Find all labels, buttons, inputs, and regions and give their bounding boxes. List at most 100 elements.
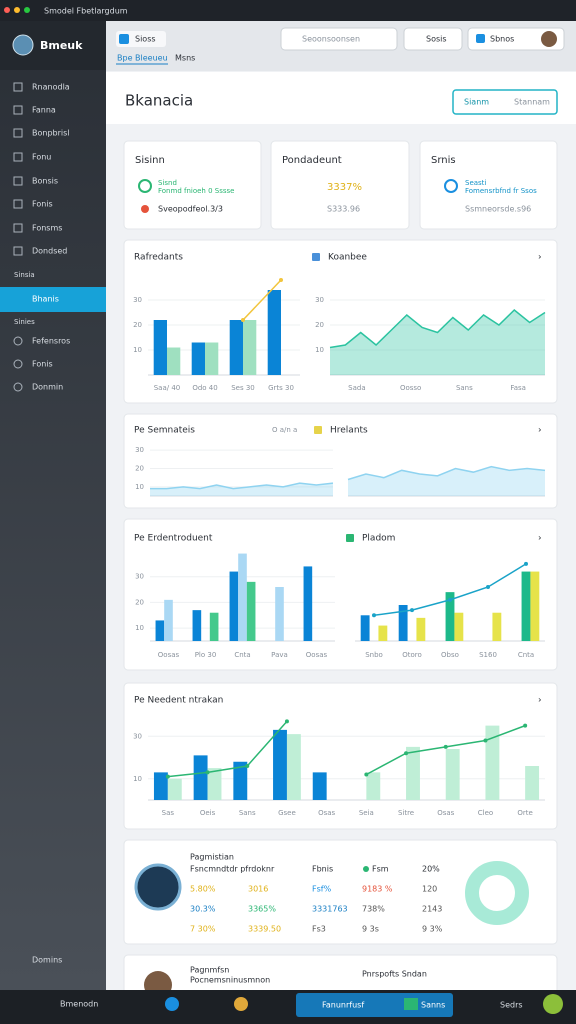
bar [303, 566, 313, 641]
sidebar: Bmeuk Bhanis Sinsia Sinies Domins Rnanod… [0, 21, 106, 990]
button[interactable] [403, 27, 463, 51]
nav-tab[interactable]: Bpe Bleeueu [117, 54, 168, 63]
summary-subtitle: Fsncmndtdr pfrdoknr [190, 865, 275, 874]
point [284, 719, 289, 724]
active-item-bg[interactable] [0, 287, 106, 312]
bar [366, 772, 381, 800]
bar [492, 612, 502, 641]
panel-menu[interactable]: › [538, 534, 542, 544]
nav-item[interactable]: Fefensros [32, 337, 70, 346]
chart-title: Rafredants [134, 253, 183, 263]
bar [193, 755, 208, 800]
sidebar-bg [0, 21, 106, 990]
summary-cell: 3339.50 [248, 925, 281, 934]
header-button[interactable] [452, 89, 558, 115]
nav-item[interactable]: Fanna [32, 106, 56, 115]
y-tick-label: 10 [135, 483, 144, 491]
chart-title: Pe Erdentroduent [134, 534, 213, 544]
x-tick-label: Osas [437, 809, 454, 817]
x-tick-label: Oeis [200, 809, 216, 817]
panel-title: Pagnmfsn [190, 966, 229, 975]
window-title: Smodel Fbetlargdum [44, 7, 128, 16]
bar [406, 746, 420, 800]
bar [445, 749, 460, 800]
y-tick-label: 10 [135, 624, 144, 632]
active-item[interactable]: Bhanis [32, 295, 59, 304]
sidebar-footer[interactable]: Domins [32, 956, 62, 965]
bar [246, 581, 256, 641]
taskbar-icon[interactable] [165, 997, 179, 1011]
nav-item[interactable]: Rnanodla [32, 83, 70, 92]
user-avatar[interactable] [541, 31, 557, 47]
summary-cell: 9 3% [422, 925, 443, 934]
button[interactable] [467, 27, 565, 51]
x-tick-label: Gsee [278, 809, 296, 817]
bar [209, 612, 219, 641]
taskbar-app-label[interactable]: Fanunrfusf [322, 1001, 364, 1010]
tab-icon [119, 34, 129, 44]
nav-item[interactable]: Bonsis [32, 177, 58, 186]
bar [192, 610, 202, 641]
x-tick-label: Oosso [400, 384, 421, 392]
point [443, 744, 448, 749]
bar [191, 342, 205, 375]
nav-item[interactable]: Dondsed [32, 247, 67, 256]
chart-title: Hrelants [330, 426, 368, 436]
bar [521, 571, 531, 641]
close-dot[interactable] [4, 7, 10, 13]
taskbar-start[interactable]: Bmenodn [60, 1000, 98, 1009]
button-label[interactable]: Sosis [426, 35, 447, 44]
y-tick-label: 30 [135, 446, 144, 454]
bar [243, 320, 257, 375]
nav-item[interactable]: Bonpbrisl [32, 129, 70, 138]
card-line: Sveopodfeol.3/3 [158, 205, 223, 214]
bar [267, 290, 281, 375]
bar [360, 615, 370, 641]
nav-item[interactable]: Donmin [32, 383, 63, 392]
taskbar-icon[interactable] [234, 997, 248, 1011]
nav-item[interactable]: Fonu [32, 153, 51, 162]
panel-subtitle: Pocnemsninusmnon [190, 976, 270, 985]
header-button-secondary[interactable]: Stannam [514, 98, 550, 107]
y-tick-label: 30 [135, 573, 144, 581]
header-button-label[interactable]: Sianm [464, 98, 489, 107]
panel-menu[interactable]: › [538, 253, 542, 263]
area [330, 310, 545, 375]
search-placeholder[interactable]: Seoonsoonsen [302, 35, 360, 44]
button-label[interactable]: Sbnos [490, 35, 514, 44]
x-tick-label: Sada [348, 384, 365, 392]
chart-title: Pladom [362, 534, 395, 544]
summary-avatar [134, 863, 182, 911]
summary-column: 20% [422, 865, 440, 874]
nav-item[interactable]: Fonis [32, 200, 53, 209]
search-box[interactable] [280, 27, 398, 51]
chart-icon [346, 534, 354, 542]
bar [233, 761, 248, 800]
bar [485, 725, 500, 800]
nav-item[interactable]: Fonis [32, 360, 53, 369]
panel-menu[interactable]: › [538, 426, 542, 436]
taskbar-avatar[interactable] [543, 994, 563, 1014]
summary-cell: Fs3 [312, 925, 326, 934]
min-dot[interactable] [14, 7, 20, 13]
max-dot[interactable] [24, 7, 30, 13]
bar [155, 620, 165, 641]
bar [273, 729, 287, 800]
tab-label[interactable]: Sioss [135, 35, 156, 44]
stat-card [419, 140, 558, 230]
avatar[interactable] [12, 34, 34, 56]
bar [167, 347, 181, 375]
y-tick-label: 20 [135, 598, 144, 606]
taskbar-app-label[interactable]: Sanns [421, 1001, 445, 1010]
chart-icon [312, 253, 320, 261]
bar [416, 617, 426, 641]
nav-icon [13, 336, 23, 346]
panel-menu[interactable]: › [538, 696, 542, 706]
nav-item[interactable]: Fonsms [32, 224, 62, 233]
summary-cell: 120 [422, 885, 437, 894]
nav-icon [13, 105, 23, 115]
card-line: 3337% [327, 182, 362, 193]
bar [286, 734, 301, 800]
summary-cell: 3331763 [312, 905, 348, 914]
nav-tab[interactable]: Msns [175, 54, 195, 63]
